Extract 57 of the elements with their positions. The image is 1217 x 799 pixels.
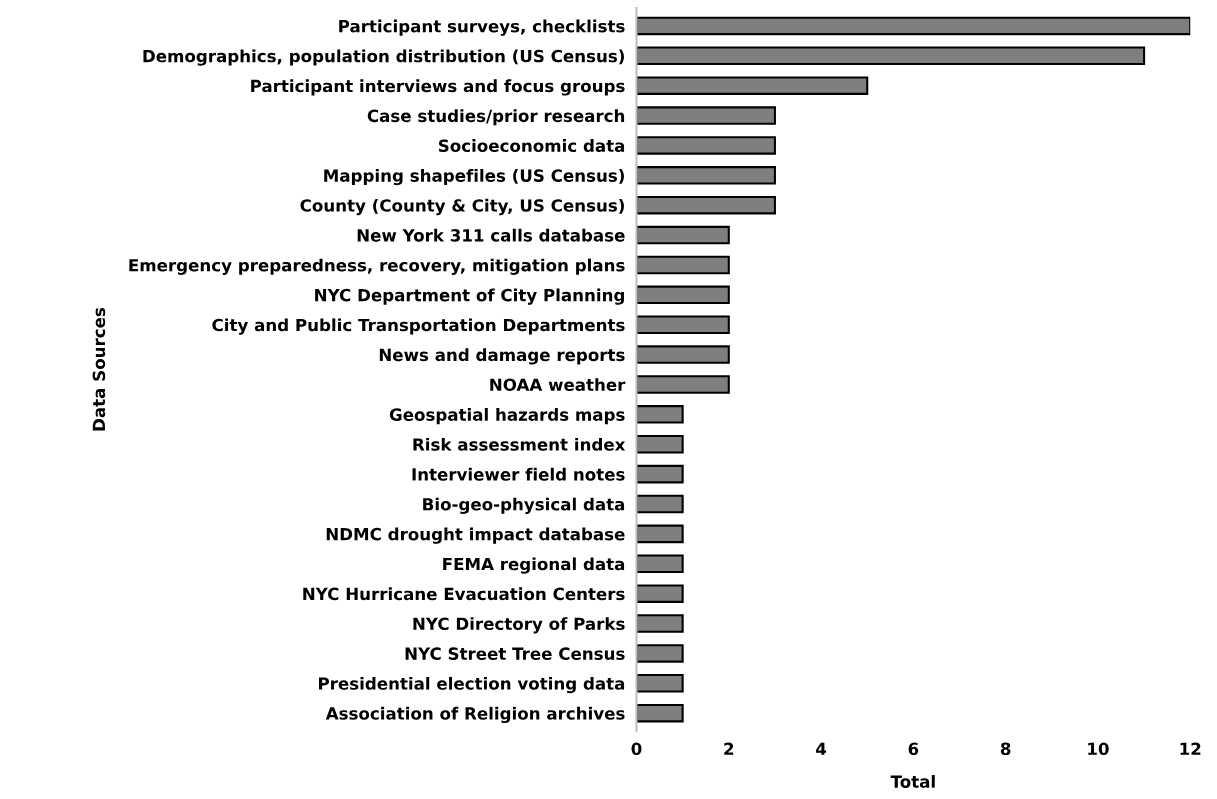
x-tick-label: 12 <box>1180 742 1201 755</box>
y-tick-label: Risk assessment index <box>413 437 626 451</box>
bar <box>636 614 684 633</box>
bar <box>636 106 776 125</box>
bar <box>636 554 684 574</box>
bar <box>636 195 776 215</box>
x-tick-label: 2 <box>724 742 734 755</box>
y-tick-label: Socioeconomic data <box>438 139 625 153</box>
y-tick-label: Bio-geo-physical data <box>423 497 625 514</box>
y-tick-label: City and Public Transportation Departments <box>212 318 625 335</box>
bar <box>636 315 730 334</box>
y-tick-label: Emergency preparedness, recovery, mitigation plans <box>129 258 625 275</box>
y-tick-label: Case studies/prior research <box>367 109 625 126</box>
y-tick-label: Demographics, population distribution (US Census) <box>143 49 624 66</box>
y-tick-label: NYC Directory of Parks <box>413 617 625 634</box>
x-tick-label: 4 <box>816 742 827 755</box>
bar <box>636 674 684 693</box>
bar <box>636 225 730 245</box>
y-tick-label: Presidential election voting data <box>319 676 625 694</box>
y-tick-label: County (County & City, US Census) <box>300 198 624 216</box>
bar <box>636 703 684 723</box>
bar <box>636 524 684 544</box>
bar <box>636 464 684 484</box>
y-tick-label: Participant surveys, checklists <box>339 19 625 36</box>
y-tick-label: NYC Department of City Planning <box>315 288 624 305</box>
x-axis-title: Total <box>890 774 935 788</box>
bar <box>636 375 730 394</box>
bar <box>636 434 684 454</box>
x-tick-label: 0 <box>631 742 642 756</box>
y-axis-title: Data Sources <box>92 307 106 431</box>
y-tick-label: Association of Religion archives <box>325 706 625 724</box>
bar <box>636 76 869 95</box>
y-tick-label: NOAA weather <box>490 378 626 392</box>
y-tick-label: NYC Street Tree Census <box>405 647 625 660</box>
x-tick-label: 8 <box>1000 742 1011 756</box>
bar <box>636 16 1191 36</box>
bar <box>636 136 776 155</box>
y-tick-label: NYC Hurricane Evacuation Centers <box>303 587 625 601</box>
bar <box>636 285 730 305</box>
bar <box>636 46 1146 66</box>
x-tick-label: 10 <box>1088 742 1109 756</box>
y-tick-label: NDMC drought impact database <box>326 527 625 544</box>
bar <box>636 345 730 364</box>
y-tick-label: Mapping shapefiles (US Census) <box>324 168 624 186</box>
y-tick-label: News and damage reports <box>379 348 625 365</box>
y-tick-label: Geospatial hazards maps <box>389 408 625 425</box>
bar <box>636 405 684 424</box>
bar <box>636 584 684 603</box>
x-tick-label: 6 <box>908 742 919 756</box>
bar <box>636 644 684 663</box>
y-tick-label: New York 311 calls database <box>357 228 625 242</box>
y-tick-label: Participant interviews and focus groups <box>251 79 625 96</box>
y-tick-label: FEMA regional data <box>443 557 625 574</box>
y-tick-label: Interviewer field notes <box>412 467 625 481</box>
bar <box>636 166 776 185</box>
bar <box>636 255 730 275</box>
bar <box>636 494 684 514</box>
